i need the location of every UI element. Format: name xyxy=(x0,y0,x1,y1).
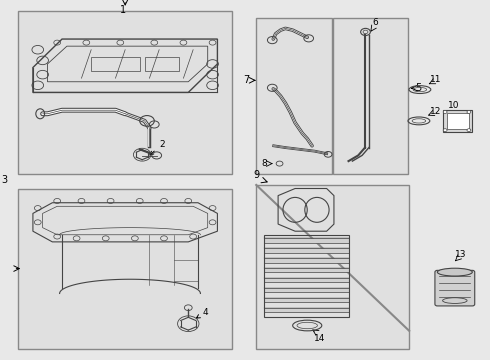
FancyBboxPatch shape xyxy=(264,288,348,292)
Text: 8: 8 xyxy=(261,159,267,168)
Text: 7: 7 xyxy=(243,75,249,85)
Text: 13: 13 xyxy=(455,250,467,259)
Text: 10: 10 xyxy=(448,101,459,110)
FancyBboxPatch shape xyxy=(435,270,475,306)
FancyBboxPatch shape xyxy=(264,248,348,253)
Text: 9: 9 xyxy=(254,170,260,180)
FancyBboxPatch shape xyxy=(264,308,348,312)
FancyBboxPatch shape xyxy=(333,18,408,174)
FancyBboxPatch shape xyxy=(264,268,348,273)
FancyBboxPatch shape xyxy=(264,258,348,262)
FancyBboxPatch shape xyxy=(256,18,332,174)
FancyBboxPatch shape xyxy=(443,110,472,131)
Text: 5: 5 xyxy=(416,83,422,93)
Text: 12: 12 xyxy=(430,108,441,117)
Circle shape xyxy=(467,129,471,131)
FancyBboxPatch shape xyxy=(446,113,469,129)
Text: 1: 1 xyxy=(120,5,126,15)
FancyBboxPatch shape xyxy=(18,10,232,174)
Text: 2: 2 xyxy=(150,140,165,155)
FancyBboxPatch shape xyxy=(264,238,348,243)
Text: 4: 4 xyxy=(196,308,208,318)
Text: 3: 3 xyxy=(1,175,8,185)
Circle shape xyxy=(443,129,447,131)
Ellipse shape xyxy=(438,268,472,276)
FancyBboxPatch shape xyxy=(18,189,232,348)
Text: 6: 6 xyxy=(372,18,378,27)
Circle shape xyxy=(443,111,447,113)
Text: 11: 11 xyxy=(430,76,441,85)
FancyBboxPatch shape xyxy=(264,278,348,283)
Circle shape xyxy=(467,111,471,113)
Text: 14: 14 xyxy=(314,334,325,343)
FancyBboxPatch shape xyxy=(256,185,409,348)
FancyBboxPatch shape xyxy=(264,298,348,302)
